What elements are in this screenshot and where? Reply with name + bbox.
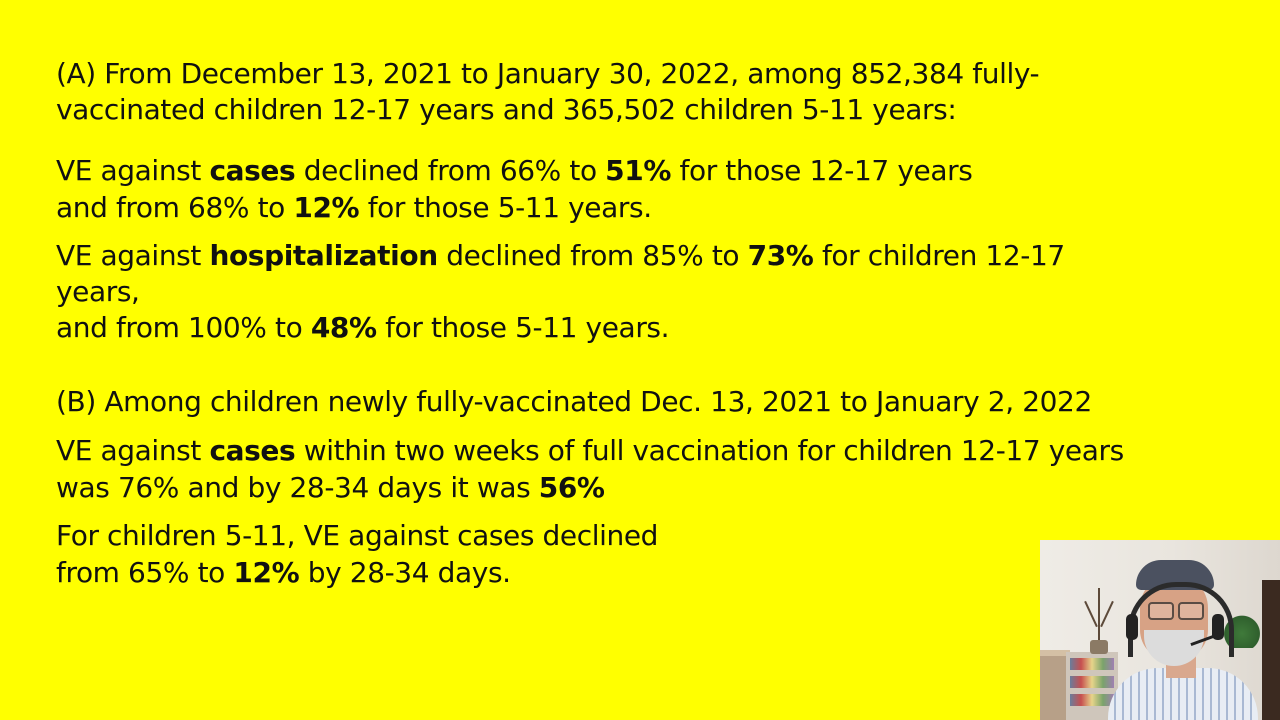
bold-value: 51%: [605, 154, 671, 187]
webcam-branch-decor: [1098, 588, 1100, 648]
bold-value: 12%: [293, 191, 360, 224]
bold-value: 56%: [538, 471, 605, 504]
cases-line-1: VE against cases declined from 66% to 51…: [56, 153, 973, 189]
text-segment: from 65% to: [56, 556, 234, 589]
section-b-kids-line-1: For children 5-11, VE against cases decl…: [56, 519, 659, 552]
text-segment: for those 12-17 years: [671, 154, 973, 187]
webcam-shelf-books: [1070, 694, 1114, 706]
text-segment: VE against: [56, 154, 210, 187]
section-b-line-1: (B) Among children newly fully-vaccinate…: [56, 385, 1092, 418]
text-segment: by 28-34 days.: [299, 556, 511, 589]
hospitalization-line-2: years,: [56, 275, 140, 308]
text-segment: for those 5-11 years.: [359, 191, 652, 224]
section-b-kids-line-2: from 65% to 12% by 28-34 days.: [56, 555, 511, 591]
presenter-webcam-video: [1040, 540, 1280, 720]
webcam-door: [1262, 580, 1280, 720]
bold-value: 12%: [233, 556, 300, 589]
text-segment: was 76% and by 28-34 days it was: [56, 471, 539, 504]
text-segment: for those 5-11 years.: [376, 311, 670, 344]
text-segment: and from 100% to: [56, 311, 311, 344]
text-segment: declined from 85% to: [437, 239, 748, 272]
text-segment: VE against: [56, 239, 210, 272]
webcam-shelf-books: [1070, 676, 1114, 688]
headset-earpiece-left: [1126, 614, 1138, 640]
text-segment: VE against: [56, 434, 210, 467]
section-a-line-2: vaccinated children 12-17 years and 365,…: [56, 93, 957, 126]
text-segment: and from 68% to: [56, 191, 294, 224]
text-segment: for children 12-17: [813, 239, 1065, 272]
webcam-cabinet: [1040, 650, 1070, 720]
bold-value: 48%: [310, 311, 377, 344]
bold-term-hospitalization: hospitalization: [209, 239, 438, 272]
section-b-cases-line-2: was 76% and by 28-34 days it was 56%: [56, 470, 605, 506]
text-segment: declined from 66% to: [295, 154, 606, 187]
bold-term-cases: cases: [209, 154, 296, 187]
bold-term-cases: cases: [209, 434, 296, 467]
bold-value: 73%: [747, 239, 814, 272]
webcam-vase: [1090, 640, 1108, 654]
section-b-cases-line-1: VE against cases within two weeks of ful…: [56, 433, 1124, 469]
section-a-line-1: (A) From December 13, 2021 to January 30…: [56, 57, 1040, 90]
text-segment: within two weeks of full vaccination for…: [295, 434, 1124, 467]
webcam-cabinet-top: [1040, 650, 1070, 656]
hospitalization-line-3: and from 100% to 48% for those 5-11 year…: [56, 310, 670, 346]
hospitalization-line-1: VE against hospitalization declined from…: [56, 238, 1065, 274]
cases-line-2: and from 68% to 12% for those 5-11 years…: [56, 190, 652, 226]
webcam-shelf-books: [1070, 658, 1114, 670]
